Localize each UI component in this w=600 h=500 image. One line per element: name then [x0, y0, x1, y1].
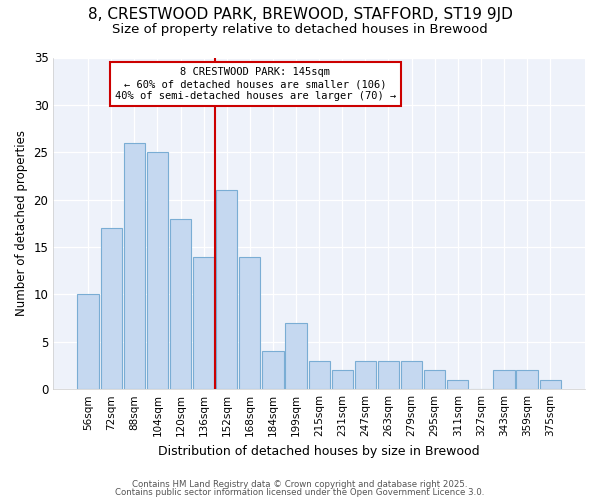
Text: 8, CRESTWOOD PARK, BREWOOD, STAFFORD, ST19 9JD: 8, CRESTWOOD PARK, BREWOOD, STAFFORD, ST…: [88, 8, 512, 22]
Text: 8 CRESTWOOD PARK: 145sqm
← 60% of detached houses are smaller (106)
40% of semi-: 8 CRESTWOOD PARK: 145sqm ← 60% of detach…: [115, 68, 396, 100]
Bar: [424, 370, 445, 389]
Bar: [332, 370, 353, 389]
Bar: [262, 352, 284, 389]
Bar: [239, 256, 260, 389]
Bar: [147, 152, 168, 389]
Bar: [77, 294, 99, 389]
Text: Size of property relative to detached houses in Brewood: Size of property relative to detached ho…: [112, 22, 488, 36]
Text: Contains HM Land Registry data © Crown copyright and database right 2025.: Contains HM Land Registry data © Crown c…: [132, 480, 468, 489]
Y-axis label: Number of detached properties: Number of detached properties: [15, 130, 28, 316]
Bar: [355, 361, 376, 389]
Bar: [101, 228, 122, 389]
Bar: [539, 380, 561, 389]
Bar: [378, 361, 399, 389]
Bar: [193, 256, 214, 389]
Bar: [493, 370, 515, 389]
Bar: [401, 361, 422, 389]
Text: Contains public sector information licensed under the Open Government Licence 3.: Contains public sector information licen…: [115, 488, 485, 497]
Bar: [286, 323, 307, 389]
Bar: [216, 190, 238, 389]
Bar: [447, 380, 469, 389]
Bar: [517, 370, 538, 389]
Bar: [308, 361, 330, 389]
Bar: [124, 143, 145, 389]
X-axis label: Distribution of detached houses by size in Brewood: Distribution of detached houses by size …: [158, 444, 480, 458]
Bar: [170, 218, 191, 389]
